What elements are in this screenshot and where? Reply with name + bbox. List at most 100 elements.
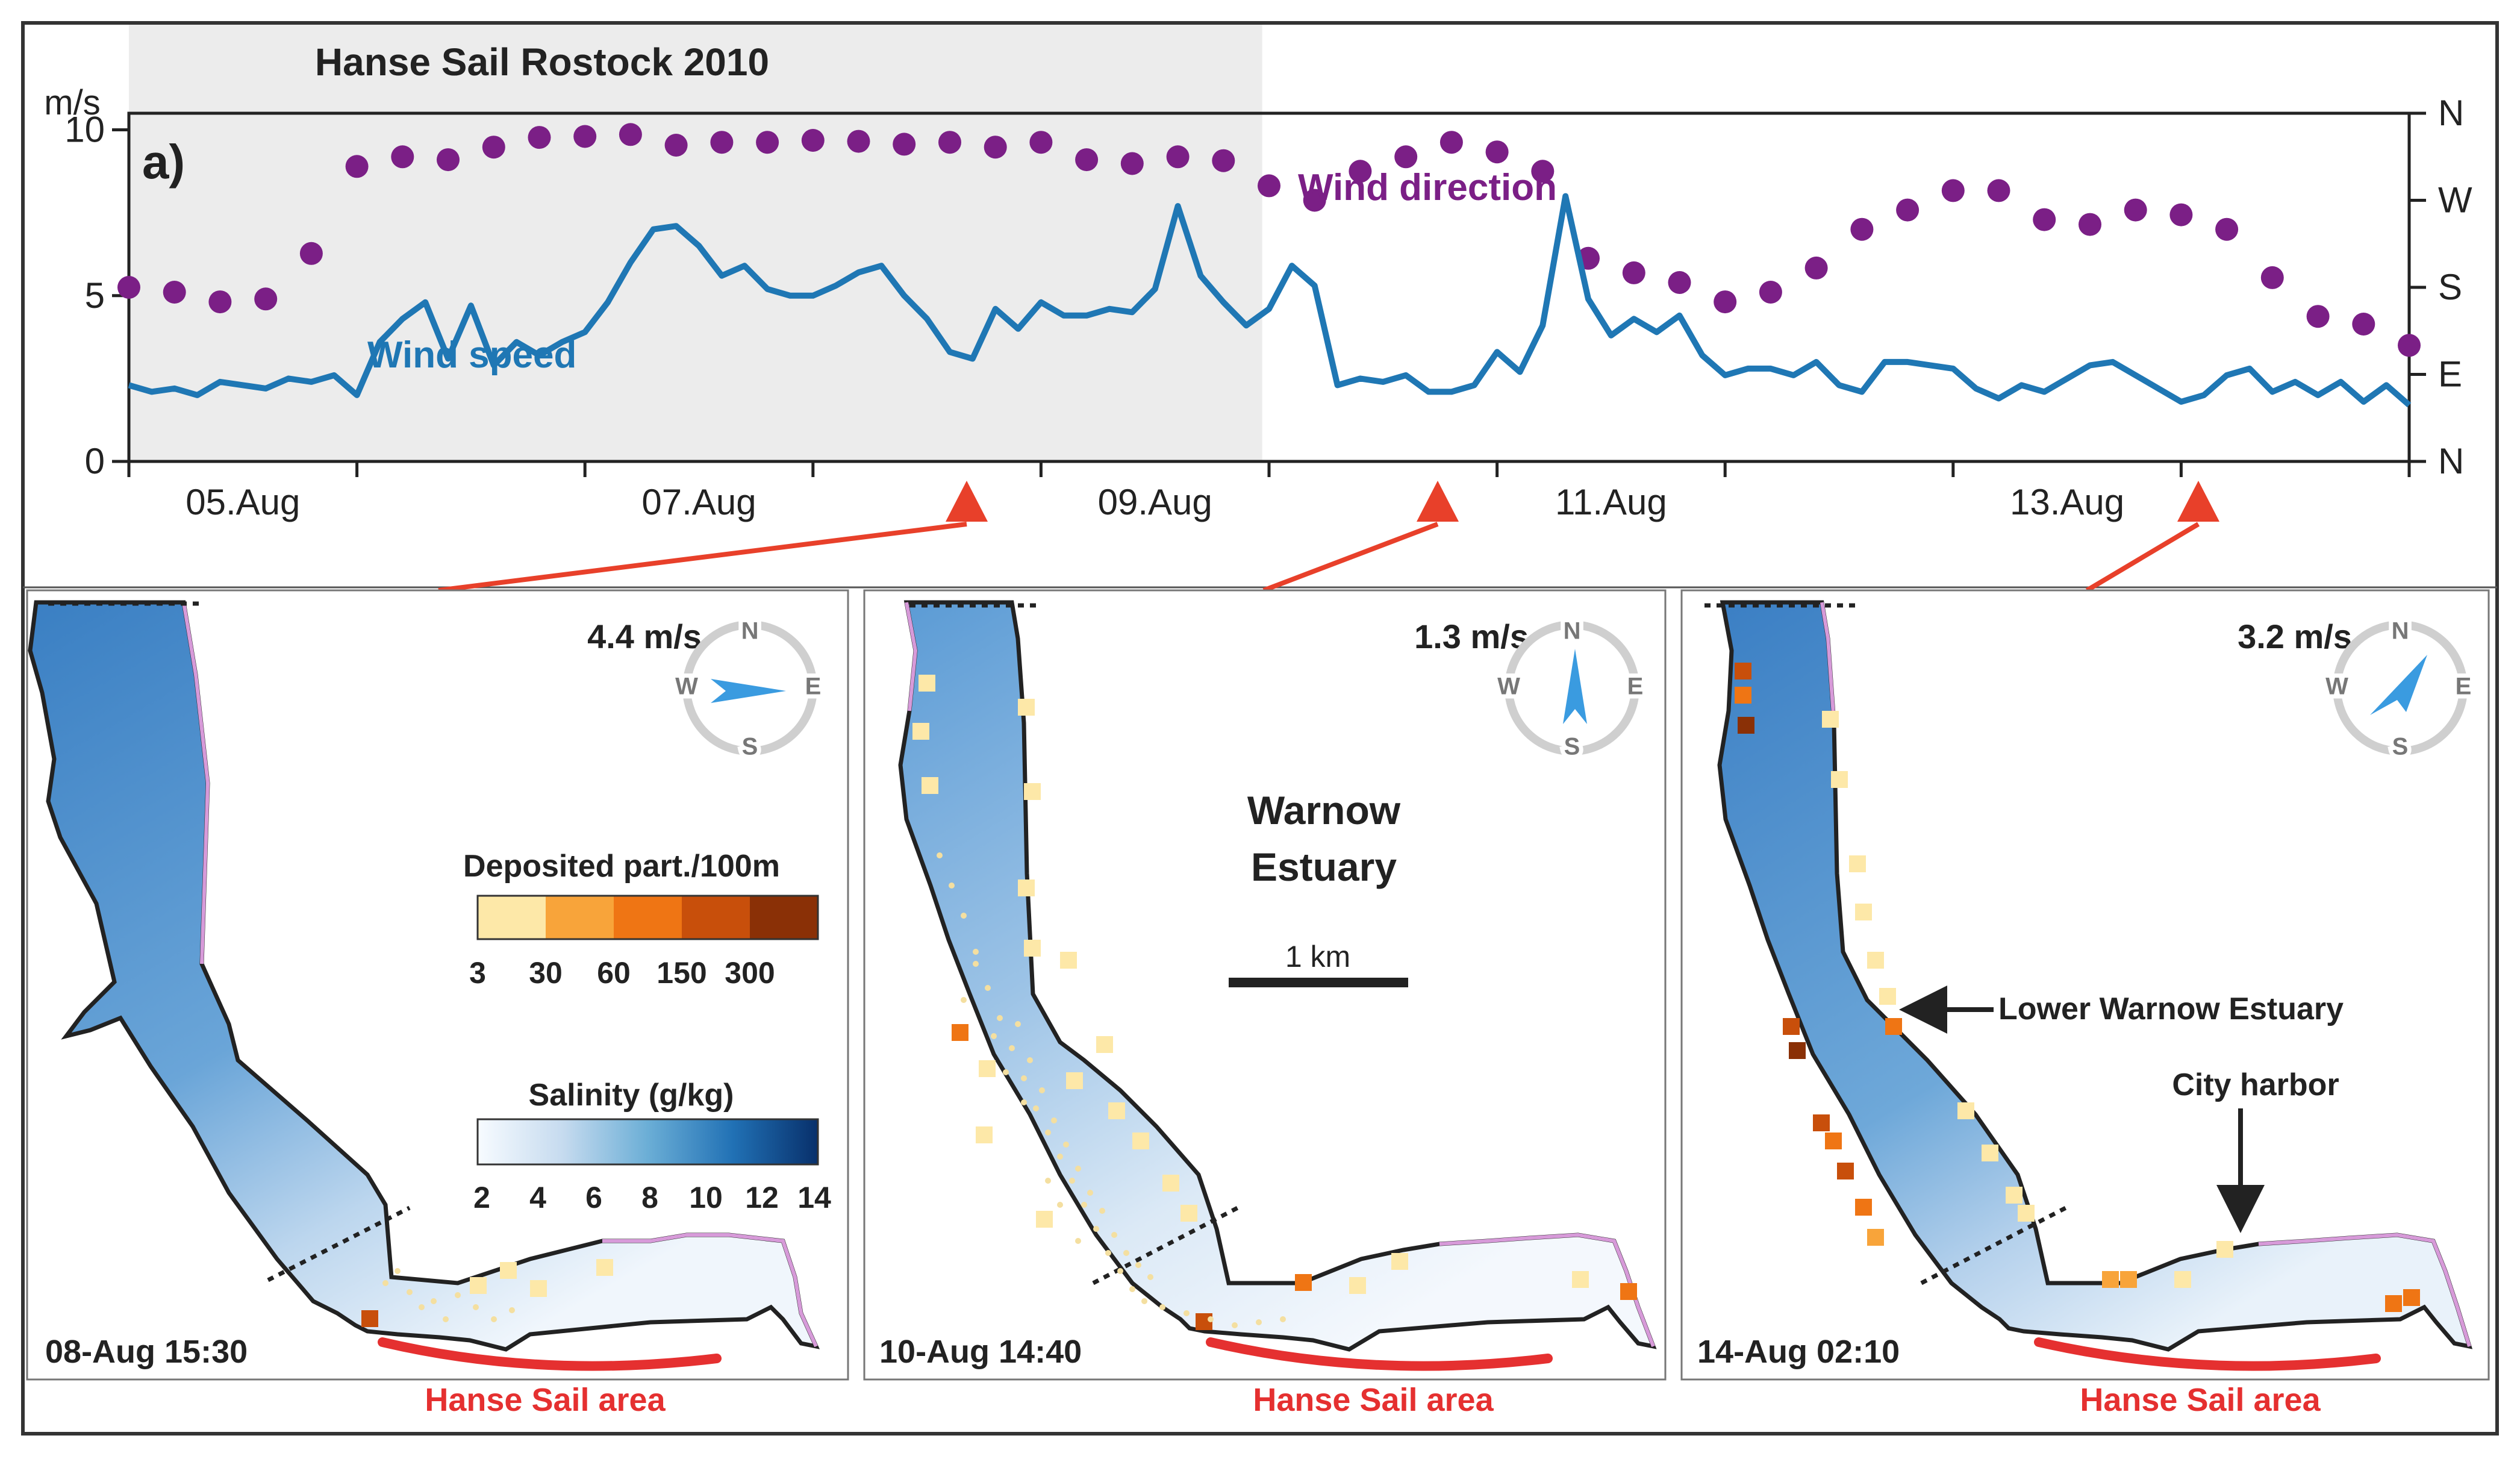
particle-point: [1105, 1250, 1111, 1256]
particle-point: [473, 1304, 479, 1310]
compass-ring-icon: [1505, 620, 1639, 755]
map-title: Warnow: [1247, 788, 1401, 833]
particle-deposit-cell: [1867, 1229, 1884, 1246]
particle-deposit-cell: [1018, 699, 1035, 716]
particle-point: [382, 1280, 388, 1286]
particle-deposit-cell: [1735, 663, 1751, 680]
salinity-colorbar-title: Salinity (g/kg): [529, 1078, 734, 1113]
particle-point: [1033, 1105, 1039, 1111]
right-tick-label: N: [2438, 93, 2464, 133]
wind-direction-point: [984, 136, 1007, 159]
compass-east: E: [805, 673, 822, 700]
particle-point: [1051, 1117, 1057, 1123]
y-tick-label: 5: [85, 275, 105, 316]
wind-direction-point: [2215, 217, 2239, 241]
compass-west: W: [675, 673, 698, 700]
wind-direction-point: [1987, 179, 2010, 202]
map-panel-3: Hanse Sail area 14-Aug 02:10 3.2 m/s N E…: [1680, 589, 2490, 1418]
wind-direction-point: [893, 133, 916, 156]
time-marker-connector: [2085, 522, 2200, 593]
wind-direction-label: Wind direction: [1298, 167, 1557, 208]
particle-color-swatch: [750, 896, 818, 939]
wind-direction-point: [2398, 334, 2421, 357]
compass-east: E: [2456, 673, 2472, 700]
x-tick-label: 07.Aug: [641, 482, 756, 522]
particle-point: [419, 1304, 425, 1310]
right-tick-label: W: [2438, 180, 2472, 220]
particle-color-swatch: [614, 896, 682, 939]
particle-point: [991, 1033, 997, 1039]
particle-deposit-cell: [1789, 1042, 1806, 1059]
particle-point: [431, 1298, 437, 1304]
wind-direction-point: [1120, 152, 1144, 175]
particle-deposit-cell: [1879, 988, 1896, 1005]
particle-deposit-cell: [1735, 687, 1751, 704]
particle-deposit-cell: [1825, 1133, 1842, 1149]
shoreline-pink: [182, 602, 818, 1348]
left-axis-ticks: 0 5 10: [64, 110, 129, 481]
hanse-sail-area-line: [378, 1337, 722, 1371]
particle-deposit-cell: [1957, 1102, 1974, 1119]
right-tick-label: N: [2438, 441, 2464, 481]
deposited-particles: [1735, 663, 2420, 1312]
particle-point: [1129, 1286, 1135, 1292]
compass-north: N: [741, 618, 759, 645]
particle-point: [1117, 1268, 1123, 1274]
time-marker-3: [2085, 481, 2219, 593]
particle-deposit-cell: [976, 1126, 993, 1143]
particle-colorbar-title: Deposited part./100m: [463, 849, 780, 884]
particle-deposit-cell: [1572, 1271, 1589, 1288]
particle-deposit-cell: [2120, 1271, 2137, 1288]
salinity-tick: 2: [473, 1181, 490, 1214]
wind-direction-point: [664, 134, 688, 157]
particle-point: [1111, 1232, 1117, 1238]
wind-time-series-chart: Hanse Sail Rostock 2010 m/s a) 0 5 10 N E S W…: [44, 25, 2472, 593]
wind-direction-point: [938, 131, 961, 154]
time-marker-2: [1262, 481, 1459, 593]
x-tick-label: 11.Aug: [1555, 482, 1667, 522]
particle-point: [1087, 1190, 1093, 1196]
particle-deposit-cell: [1885, 1018, 1902, 1035]
shoreline-pink: [1820, 602, 2471, 1347]
map-panel-1: Hanse Sail area 08-Aug 15:30 4.4 m/s N E…: [26, 589, 849, 1418]
compass-east: E: [1627, 673, 1644, 700]
wind-direction-point: [2169, 203, 2193, 227]
particle-deposit-cell: [361, 1310, 378, 1327]
particle-point: [1147, 1274, 1153, 1280]
particle-point: [455, 1292, 461, 1298]
particle-deposit-cell: [1108, 1102, 1125, 1119]
y-axis-unit-label: m/s: [44, 83, 100, 122]
particle-tick: 150: [657, 956, 706, 990]
time-marker-triangle: [2177, 481, 2219, 522]
particle-point: [1045, 1129, 1051, 1136]
particle-point: [1057, 1202, 1063, 1208]
map-subtitle: Estuary: [1251, 845, 1397, 889]
particle-point: [961, 913, 967, 919]
x-tick-label: 13.Aug: [2010, 482, 2124, 522]
particle-deposit-cell: [1813, 1114, 1830, 1131]
hanse-sail-area-label: Hanse Sail area: [2080, 1382, 2321, 1418]
particle-point: [1099, 1208, 1105, 1214]
wind-direction-point: [2352, 313, 2375, 336]
wind-direction-point: [1850, 217, 1874, 241]
boundary-dashed-line: [1092, 1205, 1239, 1286]
salinity-colorbar: Salinity (g/kg) 2 4 6 8 10 12 14: [473, 1078, 831, 1214]
particle-deposit-cell: [1391, 1253, 1408, 1270]
wind-direction-point: [1714, 290, 1737, 314]
wind-speed-line: [128, 193, 2412, 408]
wind-direction-point: [299, 242, 323, 265]
wind-arrow-icon: [2370, 655, 2427, 715]
deposited-particles: [361, 1259, 613, 1327]
wind-direction-point: [254, 287, 278, 311]
salinity-tick: 6: [585, 1181, 602, 1214]
particle-point: [1093, 1226, 1099, 1232]
wind-direction-point: [1804, 256, 1828, 280]
particle-point: [407, 1289, 413, 1295]
deposited-particles: [912, 675, 1637, 1330]
particle-deposit-cell: [1295, 1274, 1312, 1291]
particle-point: [395, 1268, 401, 1274]
particle-deposit-cell: [979, 1060, 996, 1077]
particle-point: [1280, 1316, 1286, 1322]
right-tick-label: E: [2438, 354, 2462, 395]
